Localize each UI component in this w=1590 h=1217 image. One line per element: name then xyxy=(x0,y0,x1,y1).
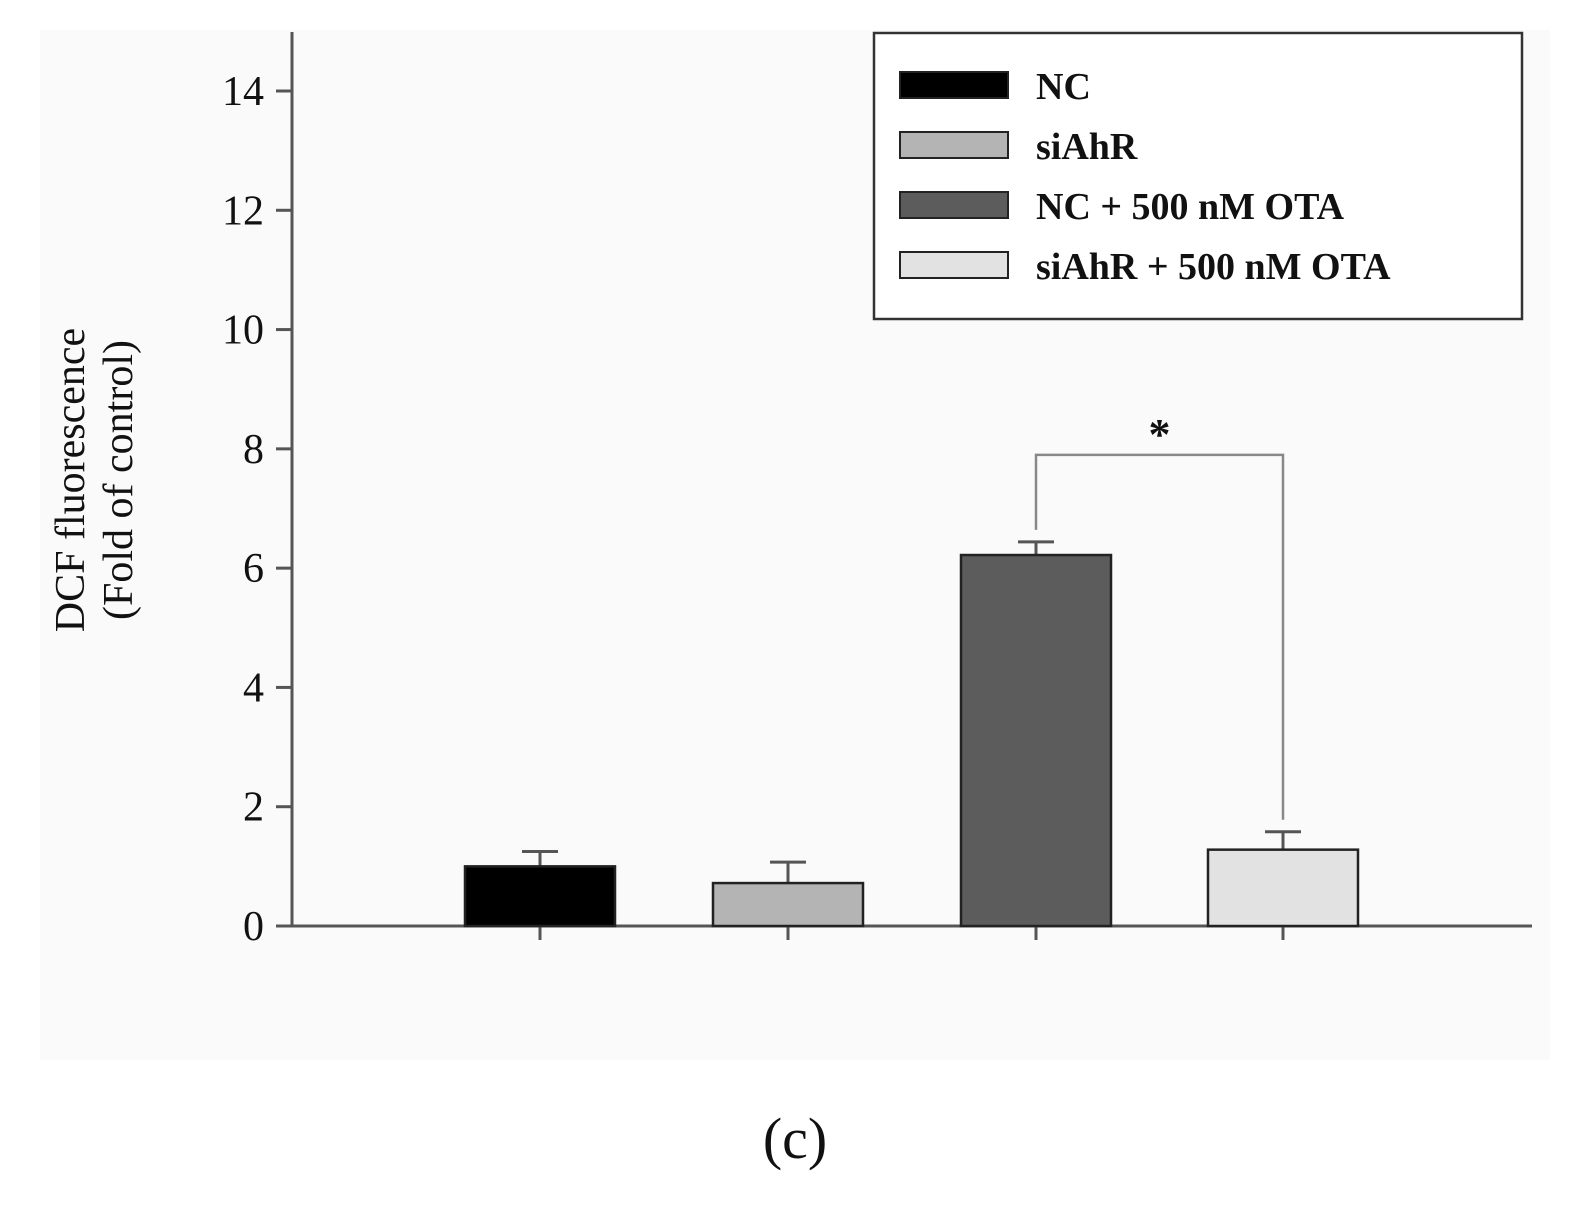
y-tick-label-2: 2 xyxy=(243,785,264,831)
legend-swatch-nc-ota xyxy=(899,191,1009,219)
bars xyxy=(463,540,1360,928)
significance-bracket xyxy=(1034,453,1285,820)
y-tick-label-0: 0 xyxy=(243,904,264,950)
y-tick-label-10: 10 xyxy=(222,308,264,354)
panel-label: (c) xyxy=(763,1106,827,1171)
legend-swatch-siahr-ota xyxy=(899,251,1009,279)
y-tick-label-6: 6 xyxy=(243,546,264,592)
legend-swatch-nc xyxy=(899,71,1009,99)
y-tick-label-4: 4 xyxy=(243,665,264,711)
legend-label-nc: NC xyxy=(1036,66,1091,108)
annotations: * xyxy=(1034,410,1285,820)
y-tick-label-14: 14 xyxy=(222,69,264,115)
legend-label-siahr: siAhR xyxy=(1036,126,1138,168)
bar-siahr-ota xyxy=(1206,848,1360,928)
y-tick-label-8: 8 xyxy=(243,427,264,473)
legend-label-nc-ota: NC + 500 nM OTA xyxy=(1036,186,1345,228)
bar-nc-ota xyxy=(959,553,1113,928)
y-axis-label-line1: DCF fluorescence xyxy=(48,328,94,632)
bar-nc xyxy=(463,865,617,928)
legend: NC siAhR NC + 500 nM OTA siAhR + 500 nM … xyxy=(872,31,1524,321)
legend-swatch-siahr xyxy=(899,131,1009,159)
significance-mark: * xyxy=(1149,410,1171,459)
bar-siahr xyxy=(711,881,865,928)
y-axis-label-line2: (Fold of control) xyxy=(96,340,142,620)
legend-label-siahr-ota: siAhR + 500 nM OTA xyxy=(1036,246,1391,288)
y-tick-label-12: 12 xyxy=(222,188,264,234)
